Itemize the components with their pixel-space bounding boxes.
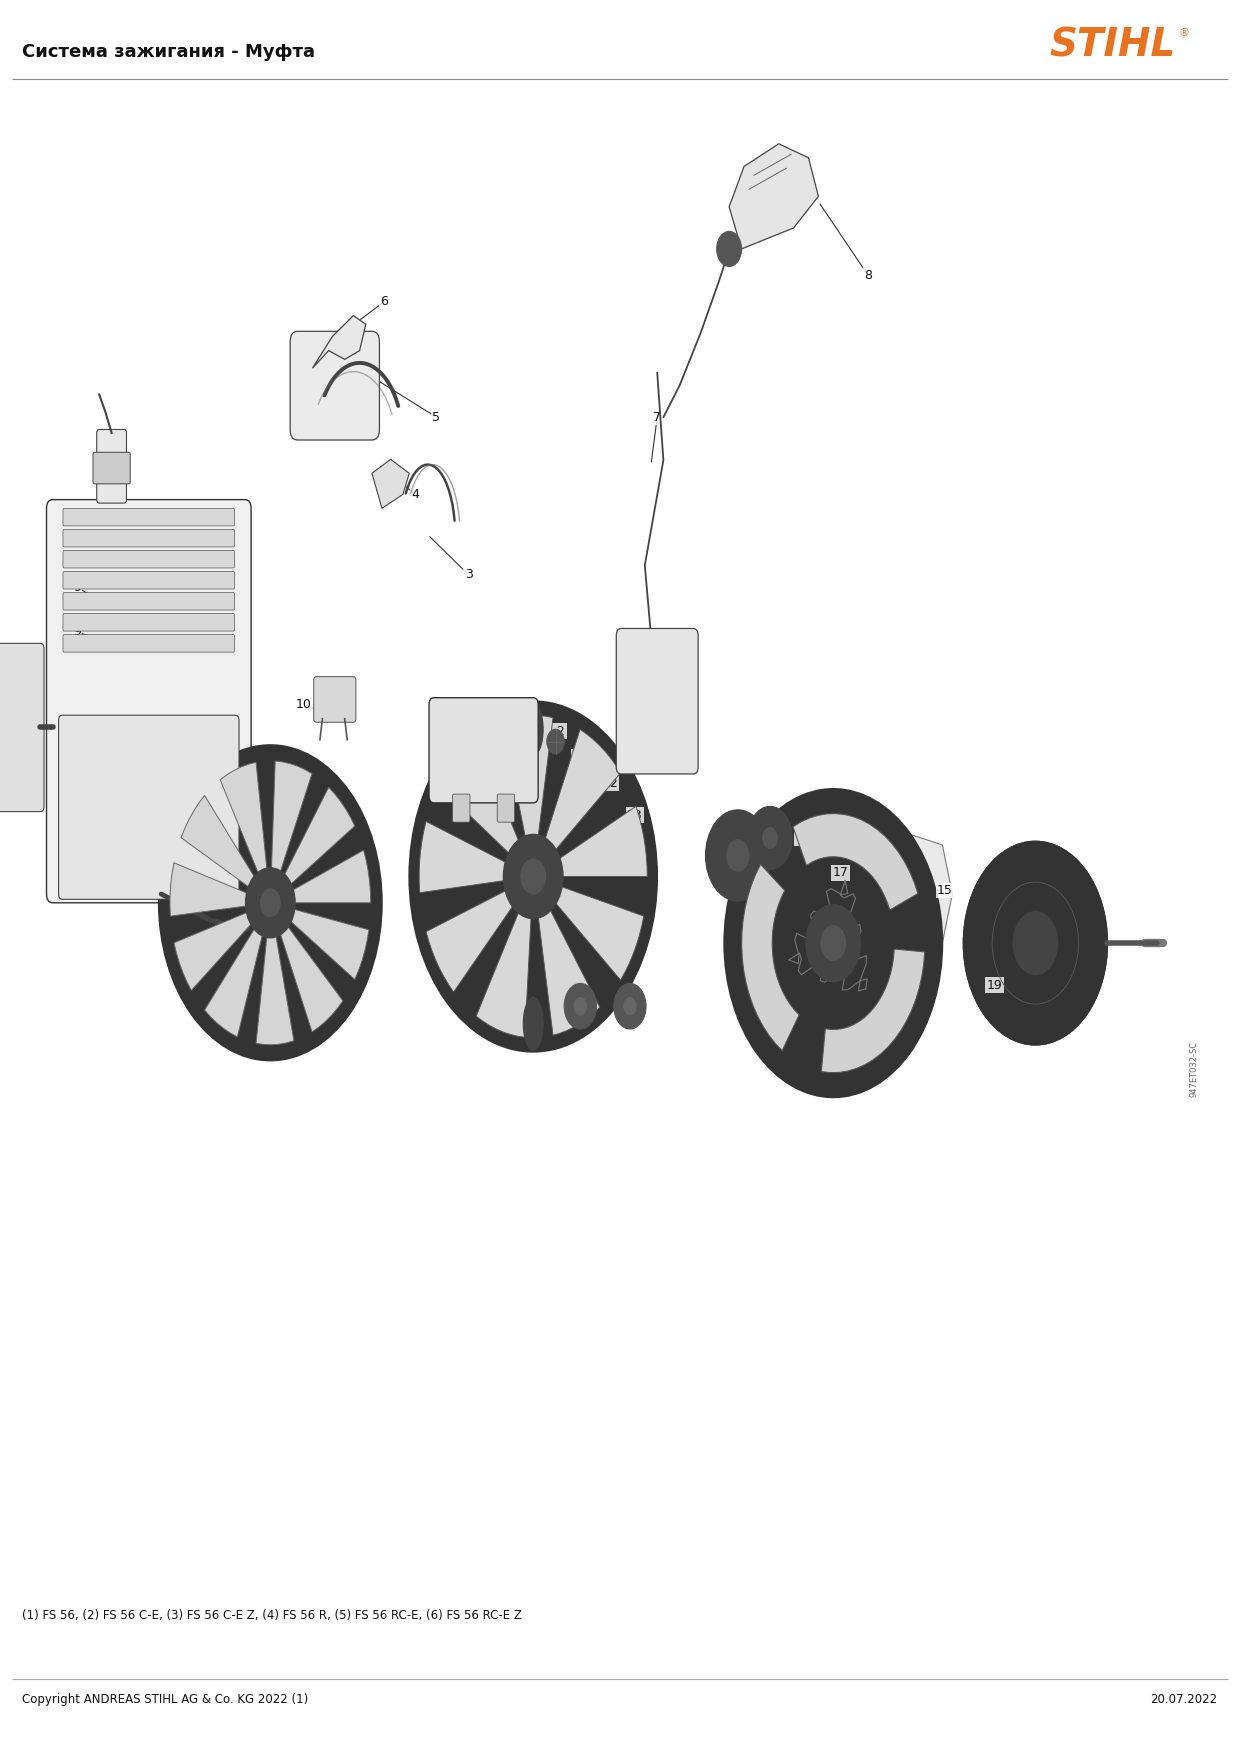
Circle shape	[260, 889, 280, 917]
Text: 9: 9	[73, 624, 81, 638]
Polygon shape	[729, 144, 818, 249]
Polygon shape	[427, 891, 515, 992]
Circle shape	[564, 983, 596, 1029]
FancyBboxPatch shape	[314, 677, 356, 722]
Text: 19: 19	[987, 978, 1002, 992]
Text: 15: 15	[937, 884, 952, 898]
Text: 4: 4	[412, 487, 419, 501]
FancyBboxPatch shape	[453, 794, 470, 822]
Text: 20.07.2022: 20.07.2022	[1151, 1693, 1218, 1706]
Ellipse shape	[523, 997, 543, 1050]
Ellipse shape	[523, 703, 543, 756]
FancyBboxPatch shape	[47, 500, 250, 903]
Polygon shape	[205, 927, 263, 1038]
FancyBboxPatch shape	[429, 698, 538, 803]
Text: ®: ®	[1178, 28, 1189, 39]
FancyBboxPatch shape	[63, 635, 234, 652]
Text: 1,2: 1,2	[546, 724, 565, 738]
Polygon shape	[862, 833, 952, 973]
Text: 18: 18	[796, 831, 811, 845]
Text: 7: 7	[653, 410, 661, 424]
FancyBboxPatch shape	[63, 593, 234, 610]
Polygon shape	[792, 813, 918, 910]
Polygon shape	[558, 806, 647, 876]
Circle shape	[574, 997, 587, 1015]
Circle shape	[624, 997, 636, 1015]
Text: 3: 3	[465, 568, 472, 582]
Circle shape	[963, 841, 1107, 1045]
Circle shape	[159, 745, 382, 1061]
FancyBboxPatch shape	[63, 508, 234, 526]
Polygon shape	[272, 761, 312, 875]
Text: 12: 12	[603, 777, 618, 791]
FancyBboxPatch shape	[97, 429, 126, 503]
Text: 5: 5	[433, 410, 440, 424]
Circle shape	[503, 834, 563, 919]
Polygon shape	[255, 933, 294, 1045]
Polygon shape	[538, 908, 600, 1036]
Polygon shape	[221, 763, 267, 875]
Polygon shape	[502, 715, 553, 840]
Circle shape	[706, 810, 770, 901]
Polygon shape	[821, 948, 925, 1073]
Polygon shape	[181, 796, 255, 889]
Circle shape	[806, 905, 861, 982]
Circle shape	[717, 231, 742, 266]
Text: 947ET032-SC: 947ET032-SC	[1189, 1041, 1199, 1097]
Polygon shape	[312, 316, 366, 368]
FancyBboxPatch shape	[63, 550, 234, 568]
Polygon shape	[544, 729, 620, 852]
Text: Copyright ANDREAS STIHL AG & Co. KG 2022 (1): Copyright ANDREAS STIHL AG & Co. KG 2022…	[22, 1693, 309, 1706]
Text: 11: 11	[573, 750, 588, 764]
Circle shape	[727, 840, 749, 871]
Text: 17: 17	[833, 866, 848, 880]
Polygon shape	[170, 862, 249, 917]
Text: 16: 16	[553, 1006, 568, 1020]
Circle shape	[409, 701, 657, 1052]
Circle shape	[763, 827, 777, 848]
Text: 14: 14	[188, 961, 203, 975]
Polygon shape	[419, 822, 507, 892]
Text: 10: 10	[296, 698, 311, 712]
Polygon shape	[174, 912, 253, 990]
FancyBboxPatch shape	[0, 643, 43, 812]
Polygon shape	[742, 864, 800, 1050]
Circle shape	[748, 806, 792, 869]
Circle shape	[246, 868, 295, 938]
Circle shape	[614, 983, 646, 1029]
FancyBboxPatch shape	[63, 529, 234, 547]
FancyBboxPatch shape	[497, 794, 515, 822]
Text: (1) FS 56, (2) FS 56 C-E, (3) FS 56 C-E Z, (4) FS 56 R, (5) FS 56 RC-E, (6) FS 5: (1) FS 56, (2) FS 56 C-E, (3) FS 56 C-E …	[22, 1609, 522, 1622]
FancyBboxPatch shape	[290, 331, 379, 440]
Polygon shape	[554, 885, 644, 980]
Polygon shape	[476, 910, 531, 1038]
Circle shape	[724, 789, 942, 1097]
Polygon shape	[283, 787, 355, 885]
Circle shape	[1013, 912, 1058, 975]
Polygon shape	[279, 924, 343, 1033]
FancyBboxPatch shape	[58, 715, 239, 899]
Polygon shape	[372, 459, 409, 508]
FancyBboxPatch shape	[93, 452, 130, 484]
FancyBboxPatch shape	[616, 629, 698, 775]
Polygon shape	[289, 908, 370, 980]
Circle shape	[821, 926, 846, 961]
Text: 13: 13	[627, 808, 642, 822]
Circle shape	[547, 729, 564, 754]
Circle shape	[521, 859, 546, 894]
Polygon shape	[291, 850, 371, 903]
Polygon shape	[439, 736, 520, 855]
Text: 6: 6	[381, 295, 388, 309]
FancyBboxPatch shape	[63, 614, 234, 631]
Text: 9: 9	[73, 580, 81, 594]
Text: STIHL: STIHL	[1049, 26, 1176, 65]
FancyBboxPatch shape	[63, 571, 234, 589]
Text: Система зажигания - Муфта: Система зажигания - Муфта	[22, 44, 315, 61]
Text: 8: 8	[864, 268, 872, 282]
